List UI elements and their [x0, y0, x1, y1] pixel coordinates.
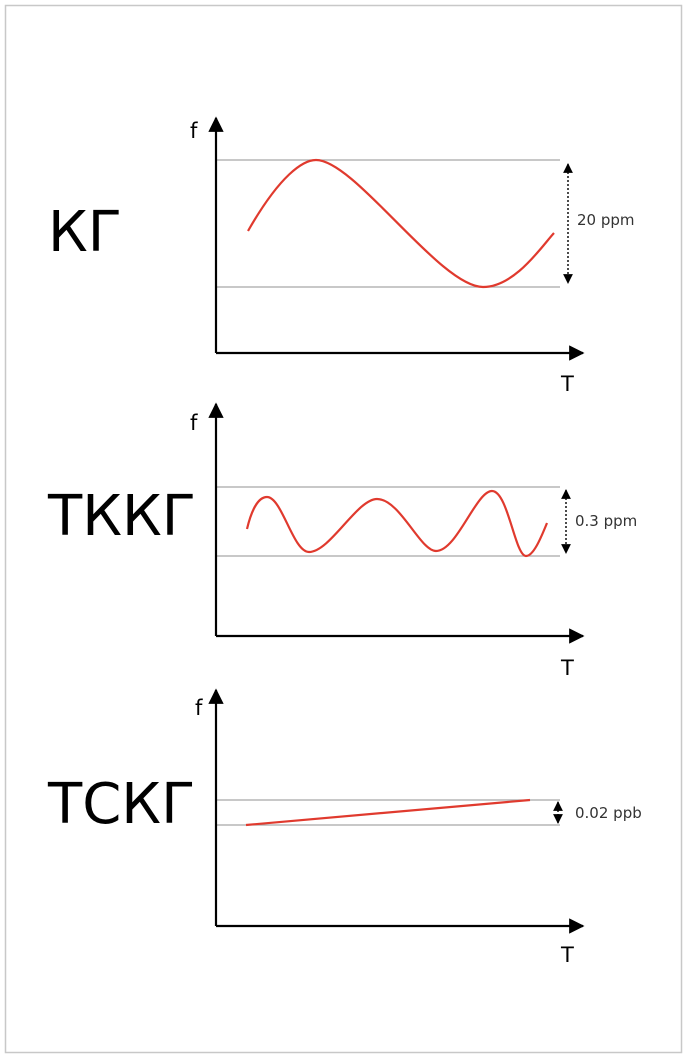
panel-title: ТККГ — [47, 484, 196, 549]
frequency-curve — [247, 158, 555, 289]
frequency-curve — [245, 489, 549, 558]
x-axis-label: T — [560, 372, 574, 396]
amplitude-label: 0.3 ppm — [575, 512, 637, 530]
frequency-drift-line — [245, 798, 531, 827]
x-axis-label: T — [560, 656, 574, 680]
amplitude-label: 20 ppm — [577, 211, 635, 229]
panel-tskg: ТСКГ f T 0.02 ppb — [47, 688, 642, 967]
y-axis-label: f — [190, 411, 198, 435]
panel-title: КГ — [48, 200, 122, 265]
panel-tkkg: ТККГ f T 0.3 ppm — [47, 402, 637, 680]
x-axis-label: T — [560, 943, 574, 967]
amplitude-label: 0.02 ppb — [575, 804, 642, 822]
panel-kg: КГ f T 20 ppm — [48, 116, 635, 396]
panel-title: ТСКГ — [47, 772, 195, 837]
y-axis-label: f — [195, 696, 203, 720]
y-axis-label: f — [190, 119, 198, 143]
